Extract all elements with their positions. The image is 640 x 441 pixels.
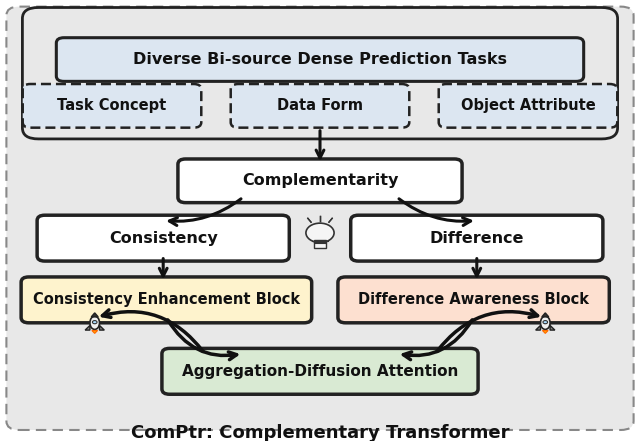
FancyBboxPatch shape bbox=[231, 84, 410, 127]
Text: Complementarity: Complementarity bbox=[242, 173, 398, 188]
FancyBboxPatch shape bbox=[56, 38, 584, 81]
Ellipse shape bbox=[90, 316, 100, 329]
Text: Object Attribute: Object Attribute bbox=[461, 98, 595, 113]
FancyBboxPatch shape bbox=[37, 215, 289, 261]
Polygon shape bbox=[85, 325, 90, 330]
FancyBboxPatch shape bbox=[314, 240, 326, 248]
Text: Aggregation-Diffusion Attention: Aggregation-Diffusion Attention bbox=[182, 364, 458, 379]
Text: Difference Awareness Block: Difference Awareness Block bbox=[358, 292, 589, 307]
FancyBboxPatch shape bbox=[6, 7, 634, 430]
Text: ComPtr: Complementary Transformer: ComPtr: Complementary Transformer bbox=[131, 424, 509, 441]
Polygon shape bbox=[92, 313, 98, 317]
FancyBboxPatch shape bbox=[162, 348, 478, 394]
Text: Task Concept: Task Concept bbox=[58, 98, 166, 113]
FancyBboxPatch shape bbox=[439, 84, 617, 127]
Polygon shape bbox=[100, 325, 104, 330]
Text: Diverse Bi-source Dense Prediction Tasks: Diverse Bi-source Dense Prediction Tasks bbox=[133, 52, 507, 67]
Polygon shape bbox=[543, 330, 548, 333]
FancyBboxPatch shape bbox=[22, 84, 201, 127]
Text: Consistency: Consistency bbox=[109, 231, 218, 246]
FancyBboxPatch shape bbox=[21, 277, 312, 323]
Ellipse shape bbox=[540, 316, 550, 329]
Polygon shape bbox=[542, 313, 548, 317]
FancyBboxPatch shape bbox=[338, 277, 609, 323]
Text: Data Form: Data Form bbox=[277, 98, 363, 113]
Circle shape bbox=[92, 321, 97, 324]
Circle shape bbox=[543, 321, 548, 324]
FancyBboxPatch shape bbox=[351, 215, 603, 261]
Text: Consistency Enhancement Block: Consistency Enhancement Block bbox=[33, 292, 300, 307]
Polygon shape bbox=[550, 325, 555, 330]
FancyBboxPatch shape bbox=[178, 159, 462, 203]
Polygon shape bbox=[536, 325, 540, 330]
Text: Difference: Difference bbox=[429, 231, 524, 246]
Circle shape bbox=[306, 223, 334, 243]
Polygon shape bbox=[92, 330, 97, 333]
